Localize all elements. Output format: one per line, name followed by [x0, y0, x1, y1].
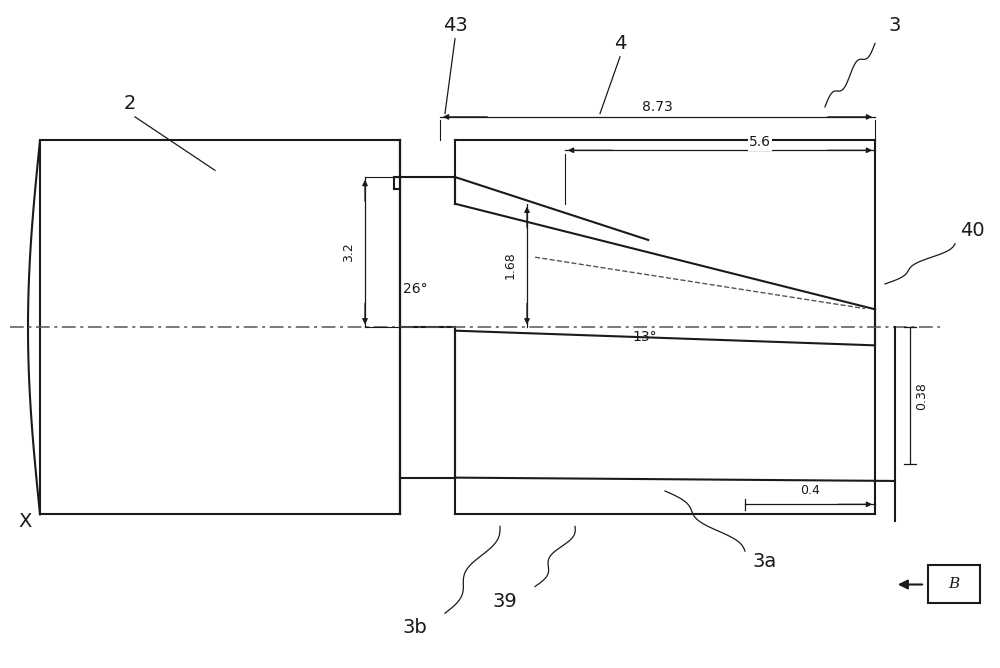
- Text: 26°: 26°: [403, 282, 427, 295]
- Text: 43: 43: [443, 16, 467, 35]
- Text: X: X: [18, 512, 32, 530]
- Text: B: B: [948, 577, 960, 591]
- Text: 40: 40: [960, 221, 985, 240]
- Text: 13°: 13°: [633, 331, 657, 344]
- Text: 3b: 3b: [403, 619, 427, 637]
- Text: 1.68: 1.68: [504, 252, 517, 279]
- Text: 3: 3: [889, 16, 901, 35]
- Text: 5.6: 5.6: [749, 136, 771, 149]
- Text: 4: 4: [614, 34, 626, 53]
- Text: 2: 2: [124, 94, 136, 113]
- Text: 8.73: 8.73: [642, 100, 673, 114]
- Text: 3.2: 3.2: [342, 242, 355, 262]
- FancyBboxPatch shape: [928, 565, 980, 603]
- Text: 39: 39: [493, 592, 517, 611]
- Text: 0.38: 0.38: [915, 382, 928, 409]
- Text: 3a: 3a: [753, 552, 777, 570]
- Text: 0.4: 0.4: [800, 484, 820, 498]
